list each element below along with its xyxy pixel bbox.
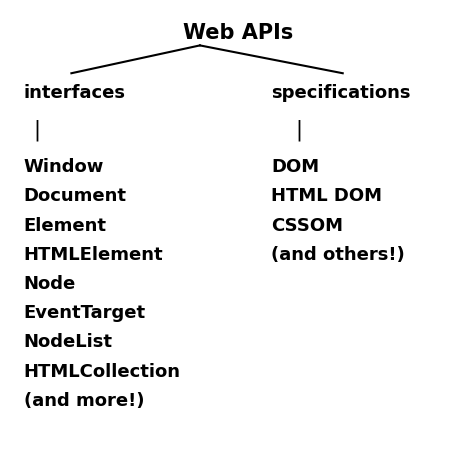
Text: Document: Document bbox=[24, 187, 127, 205]
Text: (and others!): (and others!) bbox=[271, 245, 405, 263]
Text: Element: Element bbox=[24, 216, 107, 234]
Text: specifications: specifications bbox=[271, 84, 411, 101]
Text: |: | bbox=[295, 119, 302, 140]
Text: DOM: DOM bbox=[271, 158, 319, 175]
Text: Window: Window bbox=[24, 158, 104, 175]
Text: EventTarget: EventTarget bbox=[24, 304, 146, 321]
Text: HTMLElement: HTMLElement bbox=[24, 245, 163, 263]
Text: Web APIs: Web APIs bbox=[183, 23, 293, 43]
Text: HTML DOM: HTML DOM bbox=[271, 187, 382, 205]
Text: CSSOM: CSSOM bbox=[271, 216, 343, 234]
Text: interfaces: interfaces bbox=[24, 84, 126, 101]
Text: Node: Node bbox=[24, 275, 76, 292]
Text: |: | bbox=[33, 119, 40, 140]
Text: HTMLCollection: HTMLCollection bbox=[24, 362, 181, 380]
Text: (and more!): (and more!) bbox=[24, 391, 144, 409]
Text: NodeList: NodeList bbox=[24, 333, 113, 350]
